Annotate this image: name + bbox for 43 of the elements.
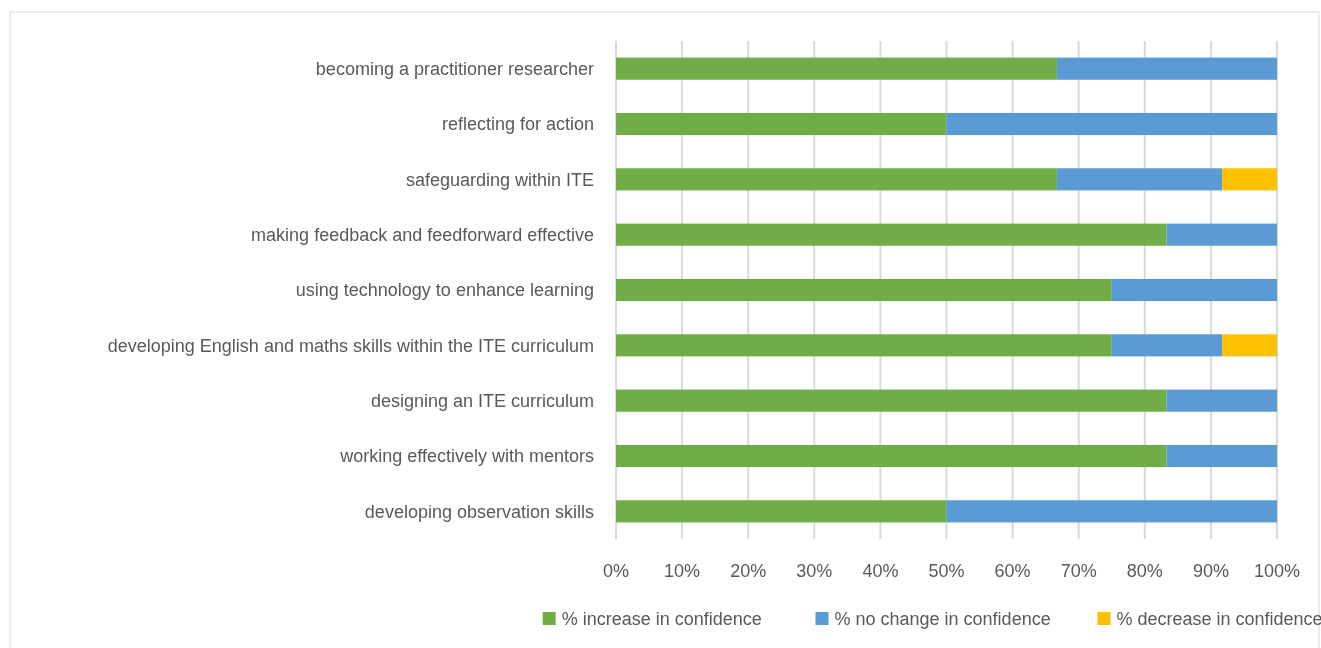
y-tick-label: developing observation skills [364, 501, 594, 522]
bar [616, 223, 1167, 246]
bar [616, 168, 1057, 191]
x-tick-label: 40% [862, 561, 899, 581]
bar [946, 112, 1277, 136]
y-tick-label: becoming a practitioner researcher [315, 58, 594, 79]
bar [1222, 168, 1277, 191]
bar [616, 112, 947, 136]
bar [946, 500, 1277, 523]
x-tick-label: 0% [602, 561, 630, 581]
bar [1056, 168, 1223, 191]
y-tick-label: safeguarding within ITE [405, 169, 594, 190]
x-tick-label: 50% [928, 561, 965, 581]
x-tick-label: 70% [1060, 561, 1097, 581]
bar [1222, 334, 1277, 357]
bar [1111, 334, 1223, 357]
x-tick-label: 90% [1192, 561, 1229, 581]
bar [616, 57, 1057, 80]
bar [616, 278, 1112, 302]
bar [1166, 389, 1277, 412]
y-tick-label: using technology to enhance learning [295, 280, 594, 301]
legend-label: % no change in confidence [834, 609, 1051, 630]
y-tick-label: developing English and maths skills within the ITE curriculum [107, 335, 594, 356]
bar [616, 389, 1167, 412]
x-tick-label: 20% [730, 561, 767, 581]
bar [1056, 57, 1277, 80]
x-tick-label: 80% [1126, 561, 1163, 581]
x-tick-label: 100% [1253, 561, 1301, 581]
bar [1111, 278, 1277, 302]
y-tick-label: making feedback and feedforward effective [251, 224, 594, 245]
x-tick-label: 10% [664, 561, 701, 581]
bar [1166, 444, 1277, 468]
y-tick-label: working effectively with mentors [339, 446, 594, 467]
x-tick-label: 60% [994, 561, 1031, 581]
x-tick-label: 30% [796, 561, 833, 581]
bar [616, 334, 1112, 357]
legend-label: % increase in confidence [561, 609, 762, 630]
y-tick-label: designing an ITE curriculum [370, 390, 594, 411]
bar [616, 500, 947, 523]
bar [616, 444, 1167, 468]
y-tick-label: reflecting for action [441, 114, 594, 135]
legend-label: % decrease in confidence [1116, 609, 1321, 630]
bar [1166, 223, 1277, 246]
